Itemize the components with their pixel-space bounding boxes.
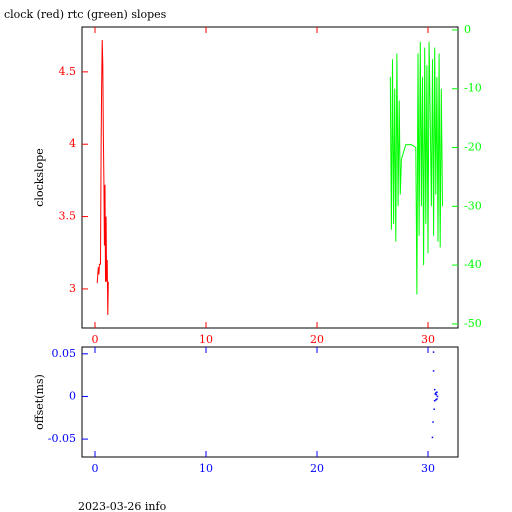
y2-tick-label: -50: [464, 317, 482, 330]
y-tick-label: 4.5: [59, 65, 77, 78]
point: [436, 398, 438, 400]
point: [433, 388, 436, 391]
x-tick-label: 10: [199, 462, 213, 475]
x-tick-label: 10: [199, 333, 213, 346]
x-tick-label: 20: [310, 462, 324, 475]
y-tick-label: 3.5: [59, 210, 77, 223]
x-tick-label: 30: [421, 333, 435, 346]
x-tick-label: 0: [91, 462, 98, 475]
point: [433, 399, 436, 402]
y-tick-label: 0.05: [52, 347, 77, 360]
point: [435, 394, 438, 396]
plot-frame: [81, 26, 459, 329]
y-axis-label: offset(ms): [33, 374, 46, 430]
y-axis-label: clockslope: [33, 148, 46, 206]
y2-tick-label: -10: [464, 82, 482, 95]
point: [433, 408, 435, 410]
point: [434, 393, 436, 395]
y2-tick-label: 0: [464, 23, 471, 36]
chart-title: clock (red) rtc (green) slopes: [4, 8, 167, 21]
series-line: [96, 39, 109, 316]
point: [432, 370, 435, 372]
y2-tick-label: -40: [464, 258, 482, 271]
plot-frame: [81, 346, 459, 458]
y2-tick-label: -20: [464, 141, 482, 154]
point: [436, 395, 439, 398]
point: [432, 421, 434, 423]
x-tick-label: 30: [421, 462, 435, 475]
series-line: [389, 41, 443, 295]
point: [432, 351, 435, 353]
point: [436, 391, 438, 393]
point: [431, 436, 434, 439]
y-tick-label: 3: [69, 282, 76, 295]
y-tick-label: 4: [69, 137, 76, 150]
y2-tick-label: -30: [464, 199, 482, 212]
y-tick-label: 0: [69, 389, 76, 402]
point: [435, 399, 437, 401]
y-tick-label: -0.05: [48, 432, 76, 445]
footer: 2023-03-26 info: [78, 500, 167, 512]
point: [435, 392, 437, 394]
x-tick-label: 0: [91, 333, 98, 346]
x-tick-label: 20: [310, 333, 324, 346]
